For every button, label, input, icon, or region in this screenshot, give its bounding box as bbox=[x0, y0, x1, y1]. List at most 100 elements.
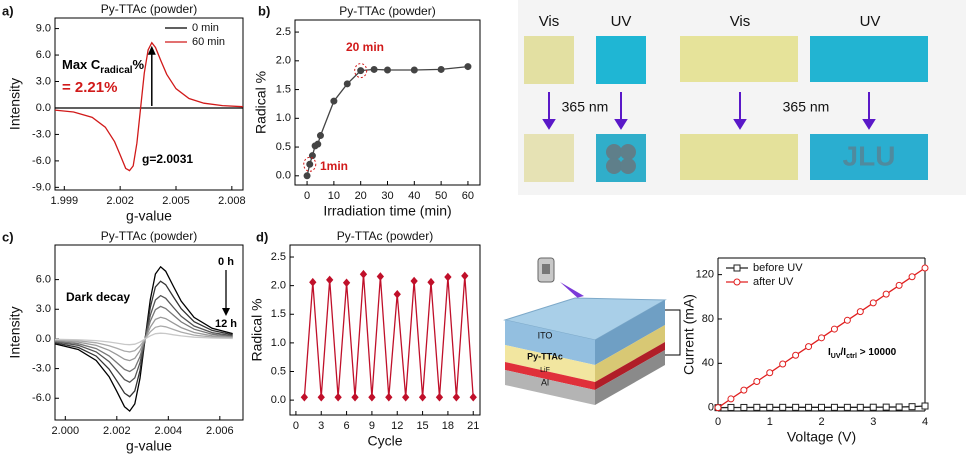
x-tick-label: 3 bbox=[870, 416, 876, 428]
y-tick-label: 1.5 bbox=[271, 308, 286, 320]
series-line bbox=[303, 274, 474, 398]
marker bbox=[882, 403, 890, 411]
y-tick-label: 2.5 bbox=[271, 251, 286, 263]
panel-label: a) bbox=[2, 3, 14, 18]
marker bbox=[444, 272, 452, 282]
plot-frame bbox=[289, 244, 481, 416]
x-tick-label: 10 bbox=[328, 190, 340, 202]
al-side bbox=[595, 350, 665, 405]
annotation-part: Max C bbox=[62, 57, 101, 72]
marker bbox=[357, 67, 365, 75]
y-tick-label: 40 bbox=[702, 357, 714, 369]
x-tick-label: 0 bbox=[715, 416, 721, 428]
pattern-text: JLU bbox=[843, 140, 896, 171]
marker bbox=[326, 275, 334, 285]
layer-label: Al bbox=[541, 377, 549, 387]
wavelength-label: 365 nm bbox=[783, 99, 830, 115]
marker bbox=[830, 403, 838, 411]
marker bbox=[843, 403, 851, 411]
legend-marker bbox=[733, 264, 741, 272]
x-tick-label: 20 bbox=[355, 190, 367, 202]
marker bbox=[818, 403, 825, 411]
marker bbox=[921, 264, 929, 272]
marker bbox=[334, 392, 342, 402]
x-axis-label: Cycle bbox=[367, 433, 402, 449]
arrow-head bbox=[147, 45, 156, 55]
y-tick-label: 1.0 bbox=[271, 337, 286, 349]
marker bbox=[435, 392, 444, 402]
y-tick-label: 80 bbox=[702, 313, 714, 325]
sample-vis bbox=[524, 36, 574, 84]
marker bbox=[308, 152, 316, 160]
marker bbox=[818, 334, 825, 342]
ito-side bbox=[595, 300, 665, 365]
plot-frame bbox=[54, 17, 244, 191]
marker bbox=[869, 299, 877, 307]
arrow-head bbox=[222, 308, 230, 316]
chart-title: Py-TTAc (powder) bbox=[101, 2, 197, 16]
x-tick-label: 18 bbox=[442, 420, 454, 432]
marker bbox=[368, 392, 376, 402]
photo-label: UV bbox=[611, 13, 632, 30]
marker bbox=[385, 392, 393, 402]
x-tick-label: 2.008 bbox=[218, 195, 246, 207]
x-tick-label: 21 bbox=[467, 420, 479, 432]
y-tick-label: 2.0 bbox=[276, 55, 291, 67]
x-tick-label: 1.999 bbox=[51, 195, 79, 207]
y-tick-label: 1.5 bbox=[276, 83, 291, 95]
marker bbox=[410, 276, 418, 286]
marker bbox=[342, 278, 351, 288]
y-tick-label: -3.0 bbox=[32, 362, 51, 374]
annotation-part: UV bbox=[831, 353, 841, 360]
marker bbox=[753, 403, 761, 411]
panel-label: b) bbox=[258, 3, 270, 18]
photo-label: UV bbox=[860, 13, 881, 30]
y-tick-label: -6.0 bbox=[32, 155, 51, 167]
y-tick-label: 3.0 bbox=[36, 303, 51, 315]
x-tick-label: 15 bbox=[416, 420, 428, 432]
highlight bbox=[354, 63, 368, 79]
marker bbox=[464, 63, 472, 71]
x-tick-label: 4 bbox=[922, 416, 928, 428]
photo-label: Vis bbox=[730, 13, 751, 30]
x-axis-label: g-value bbox=[126, 438, 172, 454]
x-tick-label: 50 bbox=[435, 190, 447, 202]
y-tick-label: 6.0 bbox=[36, 49, 51, 61]
marker bbox=[317, 392, 325, 402]
panel-label: d) bbox=[256, 229, 268, 244]
x-axis-label: Irradiation time (min) bbox=[323, 203, 451, 219]
marker bbox=[303, 172, 311, 180]
marker bbox=[908, 403, 916, 411]
lif-side bbox=[595, 342, 665, 390]
annotation-part: I bbox=[828, 347, 831, 358]
x-tick-label: 2.002 bbox=[103, 425, 131, 437]
photo-label: Vis bbox=[539, 13, 560, 30]
x-tick-label: 1 bbox=[767, 416, 773, 428]
marker bbox=[393, 289, 401, 299]
marker bbox=[300, 392, 309, 402]
sample-uv bbox=[596, 134, 646, 182]
marker bbox=[376, 272, 385, 281]
marker bbox=[779, 403, 787, 411]
y-tick-label: 1.0 bbox=[276, 112, 291, 124]
marker bbox=[856, 308, 864, 316]
marker bbox=[437, 65, 445, 73]
y-tick-label: 9.0 bbox=[36, 22, 51, 34]
circuit bbox=[665, 309, 681, 356]
marker bbox=[805, 343, 813, 351]
marker bbox=[427, 277, 435, 287]
marker bbox=[343, 80, 351, 88]
active-side bbox=[505, 345, 595, 382]
x-tick-label: 2.004 bbox=[155, 425, 183, 437]
annotation: g=2.0031 bbox=[142, 152, 193, 166]
plot-frame bbox=[54, 244, 244, 421]
x-tick-label: 40 bbox=[408, 190, 420, 202]
annotation: 12 h bbox=[215, 318, 237, 330]
marker bbox=[792, 403, 800, 411]
wavelength-label: 365 nm bbox=[562, 99, 609, 115]
layer-label: LiF bbox=[540, 367, 550, 374]
y-tick-label: 0.0 bbox=[276, 170, 291, 182]
y-tick-label: 0 bbox=[708, 402, 714, 414]
chart-title: Py-TTAc (powder) bbox=[101, 229, 197, 243]
